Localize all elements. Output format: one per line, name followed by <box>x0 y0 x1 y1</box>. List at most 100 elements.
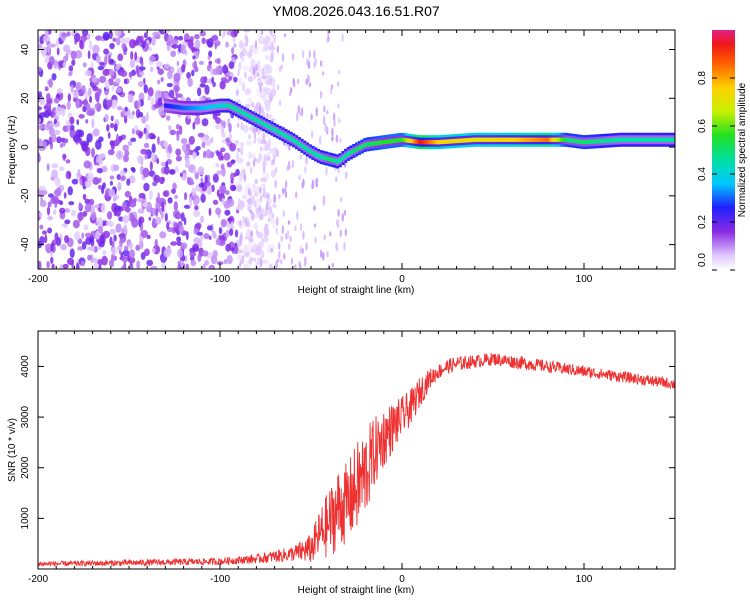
spectrogram-noise-cell <box>286 230 290 239</box>
spectrogram-noise-cell <box>181 64 186 73</box>
spectrogram-ridge-cell <box>338 158 342 163</box>
spectrogram-noise-cell <box>202 150 207 159</box>
spectrogram-noise-cell <box>253 157 257 163</box>
spectrogram-noise-cell <box>297 104 300 115</box>
spectrogram-ridge-cell <box>518 137 522 142</box>
spectrogram-noise-cell <box>172 182 177 191</box>
spectrogram-noise-cell <box>192 243 199 252</box>
spectrogram-ridge-cell <box>229 104 233 109</box>
spectrogram-noise-cell <box>117 53 124 62</box>
spectrogram-noise-cell <box>128 71 133 78</box>
spectrogram-noise-cell <box>198 60 204 65</box>
spectrogram-ridge-cell <box>428 139 432 145</box>
spectrogram-ridge-cell <box>442 139 446 145</box>
spectrogram-noise-cell <box>216 189 220 197</box>
spectrogram-noise-cell <box>249 257 254 262</box>
spectrogram-noise-cell <box>121 175 126 181</box>
spectrogram-noise-cell <box>166 115 171 121</box>
spectrogram-ridge-cell <box>567 138 572 143</box>
spectrogram-noise-cell <box>56 136 62 144</box>
spectrogram-noise-cell <box>119 238 123 247</box>
spectrogram-noise-cell <box>108 30 113 40</box>
spectrogram-noise-cell <box>272 203 277 209</box>
spectrogram-noise-cell <box>340 196 343 203</box>
spectrogram-ridge-cell <box>292 138 296 143</box>
y-tick-label: 0 <box>20 144 31 150</box>
spectrogram-noise-cell <box>319 90 323 99</box>
spectrogram-noise-cell <box>130 137 137 143</box>
spectrogram-noise-cell <box>91 77 98 83</box>
spectrogram-noise-cell <box>140 60 144 67</box>
spectrogram-noise-cell <box>216 170 222 176</box>
spectrogram-noise-cell <box>51 73 57 81</box>
spectrogram-noise-cell <box>246 161 251 167</box>
spectrogram-noise-cell <box>88 198 95 206</box>
spectrogram-noise-cell <box>64 219 71 225</box>
spectrogram-noise-cell <box>239 234 242 245</box>
spectrogram-noise-cell <box>51 169 58 180</box>
spectrogram-noise-cell <box>262 131 266 142</box>
spectrogram-noise-cell <box>269 53 274 63</box>
spectrogram-noise-cell <box>178 35 184 41</box>
spectrogram-noise-cell <box>176 212 182 220</box>
spectrogram-noise-cell <box>47 201 52 208</box>
spectrogram-noise-cell <box>64 235 70 244</box>
spectrogram-ridge-cell <box>587 139 591 145</box>
spectrogram-noise-cell <box>238 198 241 206</box>
spectrogram-noise-cell <box>81 30 89 37</box>
spectrogram-noise-cell <box>137 197 144 203</box>
spectrogram-noise-cell <box>257 81 264 87</box>
spectrogram-noise-cell <box>53 118 57 125</box>
spectrogram-ridge-cell <box>344 153 348 159</box>
spectrogram-noise-cell <box>229 142 237 152</box>
spectrogram-noise-cell <box>176 241 182 247</box>
spectrogram-noise-cell <box>212 112 218 120</box>
spectrogram-noise-cell <box>55 187 62 197</box>
spectrogram-noise-cell <box>69 248 75 259</box>
spectrogram-noise-cell <box>225 243 232 252</box>
spectrogram-noise-cell <box>148 216 152 221</box>
spectrogram-noise-cell <box>91 246 95 252</box>
spectrogram-noise-cell <box>225 229 230 238</box>
spectrogram-noise-cell <box>239 219 242 227</box>
spectrogram-noise-cell <box>201 141 206 148</box>
spectrogram-noise-cell <box>51 133 57 143</box>
spectrogram-ridge-cell <box>622 137 626 142</box>
spectrogram-noise-cell <box>278 99 282 107</box>
spectrogram-noise-cell <box>164 212 168 222</box>
spectrogram-noise-cell <box>261 95 267 101</box>
spectrogram-ridge-cell <box>294 139 299 145</box>
spectrogram-ridge-cell <box>458 138 462 143</box>
spectrogram-noise-cell <box>256 71 260 78</box>
spectrogram-noise-cell <box>139 99 144 107</box>
spectrogram-noise-cell <box>304 256 307 266</box>
spectrogram-noise-cell <box>175 155 182 162</box>
spectrogram-noise-cell <box>214 42 217 50</box>
spectrogram-noise-cell <box>96 168 103 174</box>
spectrogram-noise-cell <box>108 220 113 226</box>
spectrogram-noise-cell <box>149 161 153 171</box>
spectrogram-noise-cell <box>335 245 339 252</box>
spectrogram-noise-cell <box>305 242 308 251</box>
spectrogram-plot-area <box>38 30 675 269</box>
spectrogram-noise-cell <box>243 173 247 182</box>
spectrogram-noise-cell <box>131 110 135 115</box>
spectrogram-ridge-cell <box>245 113 249 118</box>
spectrogram-ridge-cell <box>420 139 424 145</box>
spectrogram-ridge-cell <box>183 105 187 111</box>
spectrogram-ridge-cell <box>308 149 312 154</box>
spectrogram-ridge-cell <box>341 155 345 161</box>
spectrogram-ridge-cell <box>311 150 315 156</box>
spectrogram-noise-cell <box>65 173 70 179</box>
spectrogram-noise-cell <box>206 225 213 231</box>
spectrogram-noise-cell <box>63 138 69 144</box>
spectrogram-noise-cell <box>181 242 188 250</box>
spectrogram-noise-cell <box>280 235 283 243</box>
colorbar-label: Normalized spectral amplitude <box>737 82 748 217</box>
spectrogram-noise-cell <box>214 124 222 130</box>
spectrogram-noise-cell <box>253 257 257 263</box>
spectrogram-noise-cell <box>291 159 295 169</box>
spectrogram-noise-cell <box>338 117 341 124</box>
spectrogram-noise-cell <box>262 161 266 168</box>
x-tick-label: -200 <box>28 574 48 585</box>
